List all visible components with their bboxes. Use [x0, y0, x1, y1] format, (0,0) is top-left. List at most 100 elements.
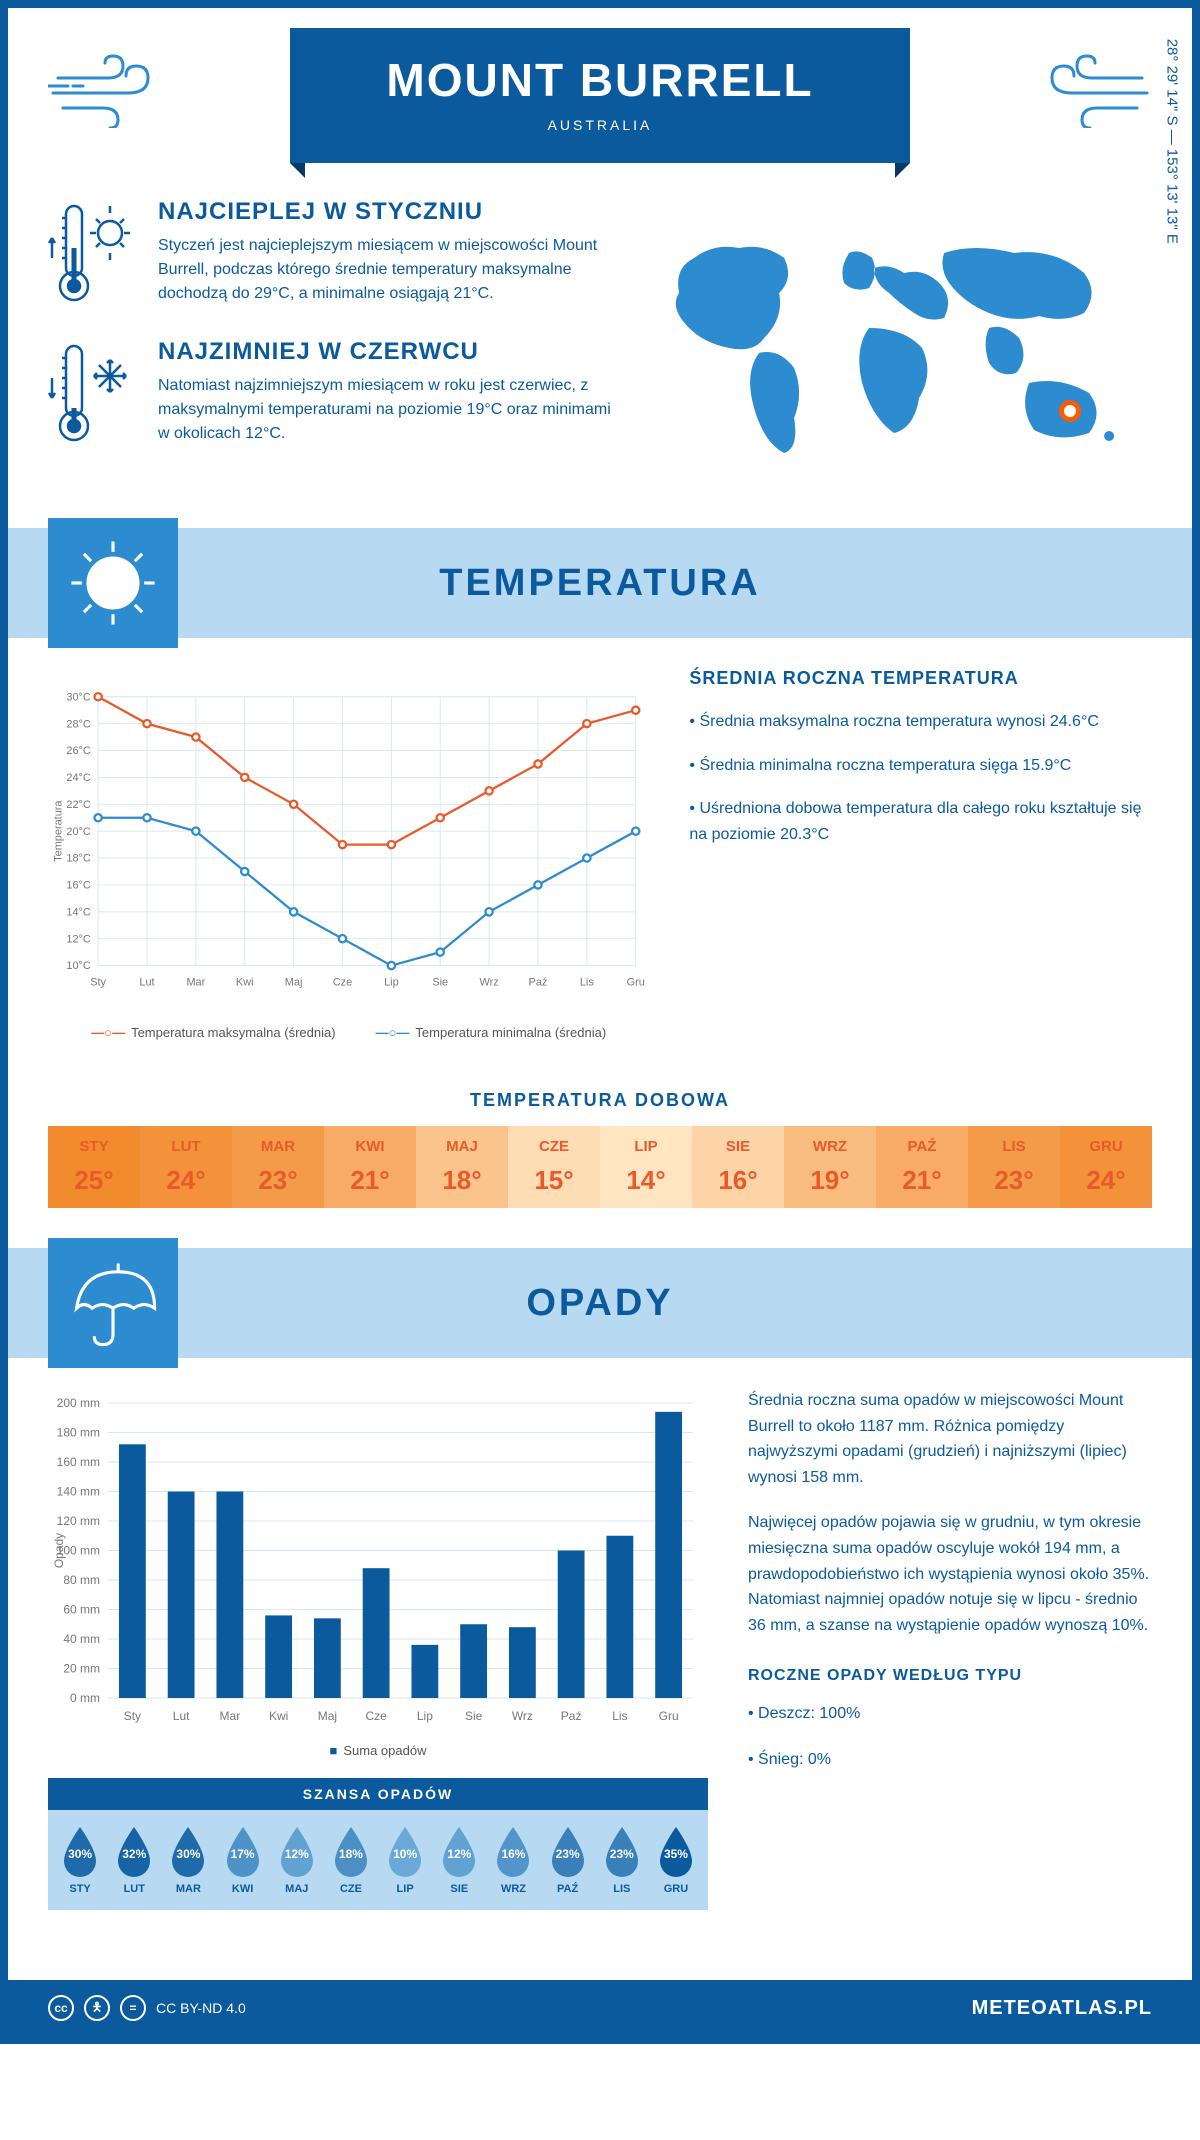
- coldest-block: NAJZIMNIEJ W CZERWCU Natomiast najzimnie…: [48, 338, 616, 448]
- header-banner: MOUNT BURRELL AUSTRALIA: [290, 28, 910, 163]
- chance-month: STY: [53, 1883, 107, 1895]
- svg-text:20°C: 20°C: [66, 826, 91, 838]
- wind-icon: [48, 48, 168, 128]
- daily-value: 21°: [876, 1165, 968, 1196]
- svg-text:Cze: Cze: [365, 1709, 387, 1723]
- chance-cell: 17% KWI: [216, 1825, 270, 1895]
- precip-title: OPADY: [8, 1282, 1192, 1325]
- temperature-chart-wrap: 10°C12°C14°C16°C18°C20°C22°C24°C26°C28°C…: [48, 668, 649, 1040]
- chance-cell: 23% PAŹ: [541, 1825, 595, 1895]
- chance-cell: 16% WRZ: [486, 1825, 540, 1895]
- precip-type-title: ROCZNE OPADY WEDŁUG TYPU: [748, 1663, 1152, 1689]
- umbrella-icon: [48, 1238, 178, 1368]
- chance-cell: 18% CZE: [324, 1825, 378, 1895]
- daily-cell: WRZ19°: [784, 1126, 876, 1208]
- daily-cell: PAŹ21°: [876, 1126, 968, 1208]
- svg-text:80 mm: 80 mm: [63, 1573, 100, 1587]
- daily-value: 23°: [232, 1165, 324, 1196]
- svg-text:Paź: Paź: [561, 1709, 582, 1723]
- daily-month: LIS: [968, 1138, 1060, 1155]
- svg-text:Opady: Opady: [52, 1533, 66, 1568]
- chance-value: 12%: [285, 1847, 309, 1861]
- by-icon: 🯅: [84, 1995, 110, 2021]
- daily-cell: GRU 24°: [1060, 1126, 1152, 1208]
- chance-cell: 35% GRU: [649, 1825, 703, 1895]
- chance-month: KWI: [216, 1883, 270, 1895]
- chance-month: WRZ: [486, 1883, 540, 1895]
- chance-value: 16%: [501, 1847, 525, 1861]
- svg-text:22°C: 22°C: [66, 799, 91, 811]
- svg-text:Sie: Sie: [432, 977, 448, 989]
- precip-banner: OPADY: [8, 1248, 1192, 1358]
- precip-info: Średnia roczna suma opadów w miejscowośc…: [748, 1388, 1152, 1920]
- drop-icon: 30%: [167, 1825, 209, 1877]
- svg-text:Cze: Cze: [333, 977, 352, 989]
- daily-value: 16°: [692, 1165, 784, 1196]
- svg-text:18°C: 18°C: [66, 853, 91, 865]
- license-text: CC BY-ND 4.0: [156, 2000, 246, 2016]
- cc-icon: cc: [48, 1995, 74, 2021]
- chance-month: PAŹ: [541, 1883, 595, 1895]
- drop-icon: 17%: [222, 1825, 264, 1877]
- wind-icon: [1032, 48, 1152, 128]
- daily-month: MAJ: [416, 1138, 508, 1155]
- drop-icon: 32%: [113, 1825, 155, 1877]
- temp-info-bullet: • Średnia maksymalna roczna temperatura …: [689, 709, 1152, 735]
- svg-text:Sty: Sty: [90, 977, 106, 989]
- svg-text:Kwi: Kwi: [236, 977, 254, 989]
- sun-icon: [48, 518, 178, 648]
- svg-text:Kwi: Kwi: [269, 1709, 288, 1723]
- daily-cell: STY25°: [48, 1126, 140, 1208]
- temperature-row: 10°C12°C14°C16°C18°C20°C22°C24°C26°C28°C…: [8, 668, 1192, 1070]
- svg-text:60 mm: 60 mm: [63, 1603, 100, 1617]
- svg-text:14°C: 14°C: [66, 906, 91, 918]
- daily-value: 24°: [1060, 1165, 1152, 1196]
- svg-text:26°C: 26°C: [66, 745, 91, 757]
- svg-text:40 mm: 40 mm: [63, 1632, 100, 1646]
- precip-chart: 0 mm20 mm40 mm60 mm80 mm100 mm120 mm140 …: [48, 1388, 708, 1728]
- precip-left: 0 mm20 mm40 mm60 mm80 mm100 mm120 mm140 …: [48, 1388, 708, 1920]
- drop-icon: 23%: [547, 1825, 589, 1877]
- drop-icon: 23%: [601, 1825, 643, 1877]
- chance-value: 17%: [231, 1847, 255, 1861]
- svg-text:180 mm: 180 mm: [57, 1426, 100, 1440]
- drop-icon: 18%: [330, 1825, 372, 1877]
- chance-month: MAR: [161, 1883, 215, 1895]
- chance-value: 23%: [556, 1847, 580, 1861]
- svg-text:0 mm: 0 mm: [70, 1691, 100, 1705]
- drop-icon: 10%: [384, 1825, 426, 1877]
- chance-value: 35%: [664, 1847, 688, 1861]
- temperature-chart: 10°C12°C14°C16°C18°C20°C22°C24°C26°C28°C…: [48, 668, 649, 1008]
- svg-text:Temperatura: Temperatura: [53, 800, 65, 862]
- svg-text:30°C: 30°C: [66, 691, 91, 703]
- svg-text:24°C: 24°C: [66, 772, 91, 784]
- daily-value: 24°: [140, 1165, 232, 1196]
- svg-text:Mar: Mar: [186, 977, 205, 989]
- daily-month: STY: [48, 1138, 140, 1155]
- svg-text:20 mm: 20 mm: [63, 1662, 100, 1676]
- temp-info-bullet: • Średnia minimalna roczna temperatura s…: [689, 753, 1152, 779]
- daily-month: WRZ: [784, 1138, 876, 1155]
- svg-text:10°C: 10°C: [66, 960, 91, 972]
- chance-cell: 10% LIP: [378, 1825, 432, 1895]
- svg-text:200 mm: 200 mm: [57, 1396, 100, 1410]
- chance-month: LIS: [595, 1883, 649, 1895]
- temp-info-title: ŚREDNIA ROCZNA TEMPERATURA: [689, 668, 1152, 689]
- daily-month: LIP: [600, 1138, 692, 1155]
- drop-icon: 16%: [492, 1825, 534, 1877]
- precip-legend: Suma opadów: [48, 1743, 708, 1758]
- chance-month: LUT: [107, 1883, 161, 1895]
- page-title: MOUNT BURRELL: [310, 53, 890, 107]
- svg-text:Lip: Lip: [384, 977, 399, 989]
- daily-cell: CZE15°: [508, 1126, 600, 1208]
- daily-cell: MAR23°: [232, 1126, 324, 1208]
- precip-type-bullet: • Śnieg: 0%: [748, 1747, 1152, 1773]
- temperature-legend: Temperatura maksymalna (średnia) Tempera…: [48, 1025, 649, 1040]
- daily-month: GRU: [1060, 1138, 1152, 1155]
- chance-cell: 30% MAR: [161, 1825, 215, 1895]
- svg-text:Paź: Paź: [529, 977, 548, 989]
- temperature-info: ŚREDNIA ROCZNA TEMPERATURA • Średnia mak…: [689, 668, 1152, 1040]
- svg-text:Lut: Lut: [139, 977, 154, 989]
- svg-text:Lis: Lis: [580, 977, 595, 989]
- svg-text:Gru: Gru: [659, 1709, 679, 1723]
